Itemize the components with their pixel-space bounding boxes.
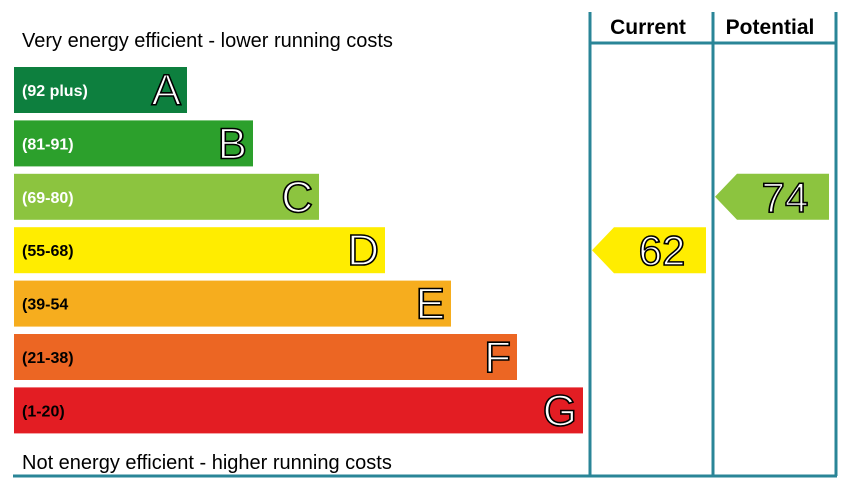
potential-column-header: Potential — [726, 16, 815, 39]
band-bar-f — [14, 334, 517, 380]
band-f: (21-38) F — [14, 332, 517, 383]
potential-rating-value: 74 — [762, 174, 809, 221]
band-letter: B — [218, 119, 247, 168]
band-bar-c — [14, 173, 319, 220]
band-range-label: (1-20) — [22, 403, 65, 420]
current-rating-value: 62 — [639, 227, 686, 274]
band-range-label: (55-68) — [22, 243, 74, 260]
band-bar-b — [14, 120, 253, 167]
current-column-header: Current — [610, 16, 686, 39]
band-range-label: (92 plus) — [22, 83, 88, 100]
band-letter: F — [484, 333, 511, 382]
band-e: (39-54 E — [14, 279, 451, 329]
band-bar-a — [14, 67, 187, 113]
current-rating-arrow-shape — [592, 227, 706, 274]
rating-arrows: 62 74 — [592, 173, 829, 275]
band-range-label: (81-91) — [22, 136, 74, 153]
bottom-caption: Not energy efficient - higher running co… — [22, 452, 392, 474]
rating-bands: (92 plus) A(81-91) B(69-80) C(55-68) D(39-54… — [14, 65, 583, 436]
band-d: (55-68) D — [14, 225, 385, 276]
chart-frame — [13, 12, 838, 478]
band-bar-d — [14, 227, 385, 274]
potential-rating-arrow: 74 — [715, 173, 829, 222]
band-range-label: (21-38) — [22, 350, 74, 367]
band-letter: C — [281, 173, 313, 222]
band-c: (69-80) C — [14, 172, 319, 223]
band-a: (92 plus) A — [14, 65, 187, 116]
band-range-label: (69-80) — [22, 190, 74, 207]
band-b: (81-91) B — [14, 119, 253, 169]
band-letter: E — [416, 280, 445, 329]
band-letter: G — [543, 386, 577, 435]
band-letter: A — [152, 66, 182, 115]
current-rating-arrow: 62 — [592, 226, 706, 275]
band-bar-e — [14, 280, 451, 327]
band-g: (1-20) G — [14, 386, 583, 436]
band-range-label: (39-54 — [22, 297, 68, 314]
band-letter: D — [347, 226, 379, 275]
top-caption: Very energy efficient - lower running co… — [22, 30, 393, 52]
band-bar-g — [14, 387, 583, 434]
potential-rating-arrow-shape — [715, 173, 829, 220]
